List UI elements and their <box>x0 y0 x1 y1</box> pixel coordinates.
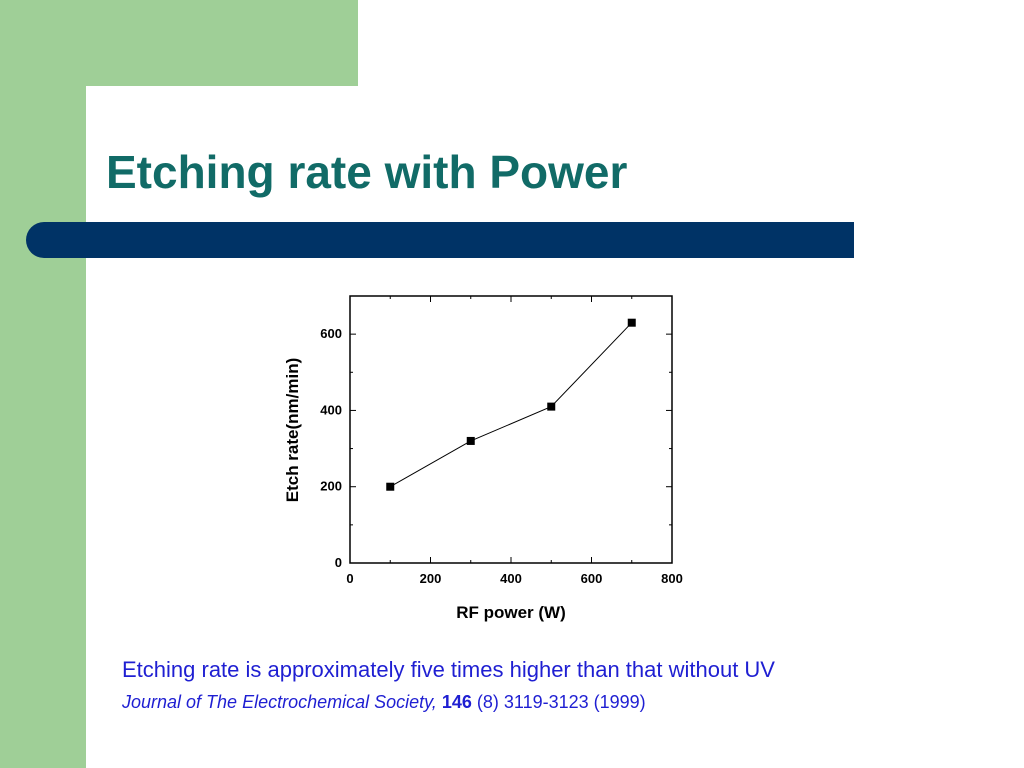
slide-title: Etching rate with Power <box>106 146 628 198</box>
y-tick-label: 200 <box>320 479 342 494</box>
x-tick-label: 600 <box>581 571 603 586</box>
series-line <box>390 322 633 488</box>
x-tick-label: 200 <box>420 571 442 586</box>
y-tick-label: 400 <box>320 402 342 417</box>
plot-frame <box>349 295 673 564</box>
top-green-band <box>0 0 358 86</box>
content-panel <box>86 86 1024 768</box>
x-axis-ticks: 0 200 400 600 800 <box>346 296 683 586</box>
y-axis-ticks: 0 200 400 600 <box>320 295 672 570</box>
title-underline-bar <box>26 222 854 258</box>
citation-details: (8) 3119-3123 (1999) <box>476 692 646 712</box>
y-axis-label: Etch rate(nm/min) <box>283 358 302 503</box>
data-point-marker <box>547 402 556 411</box>
y-tick-label: 0 <box>335 555 342 570</box>
citation: Journal of The Electrochemical Society, … <box>122 689 646 715</box>
x-axis-label: RF power (W) <box>456 603 566 622</box>
x-tick-label: 400 <box>500 571 522 586</box>
data-point-marker <box>627 318 636 327</box>
x-tick-label: 0 <box>346 571 353 586</box>
x-tick-label: 800 <box>661 571 683 586</box>
left-green-band <box>0 0 86 768</box>
slide-caption: Etching rate is approximately five times… <box>122 657 775 682</box>
etch-rate-chart: 0 200 400 600 800 0 200 400 600 RF power (W) Et… <box>283 295 683 622</box>
citation-volume: 146 <box>441 692 472 712</box>
citation-journal: Journal of The Electrochemical Society, <box>122 692 437 712</box>
series-layer <box>386 318 636 491</box>
data-point-marker <box>466 436 475 445</box>
data-point-marker <box>386 482 395 491</box>
y-tick-label: 600 <box>320 326 342 341</box>
